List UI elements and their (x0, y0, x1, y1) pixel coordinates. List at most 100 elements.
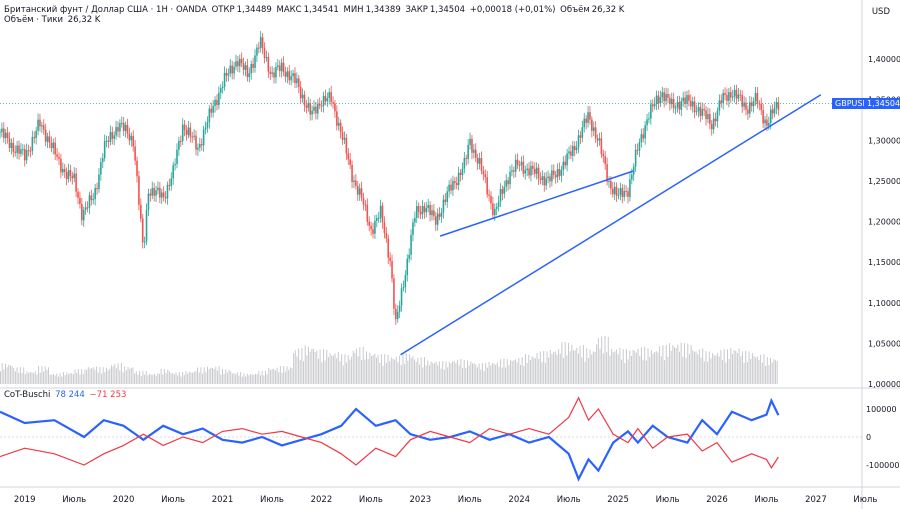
candle-body (431, 210, 433, 216)
volume-bar (604, 336, 606, 384)
candle-body (151, 188, 154, 196)
time-tick-label: 2024 (508, 495, 530, 505)
candle-body (206, 122, 209, 128)
candle-body (396, 311, 399, 320)
candle-body (100, 162, 102, 175)
volume-bar (367, 358, 369, 384)
candle-body (724, 92, 726, 96)
time-tick-label: Июль (754, 495, 778, 505)
volume-bar (296, 356, 298, 384)
volume-bar (597, 338, 599, 384)
volume-bar (634, 351, 636, 384)
volume-bar (284, 371, 286, 384)
candle-body (602, 153, 605, 157)
candle-body (701, 108, 704, 116)
volume-bar (56, 373, 58, 384)
volume-bar (533, 357, 535, 384)
volume-bar (142, 370, 144, 384)
candle-body (492, 203, 494, 216)
volume-bar (503, 358, 505, 384)
open-label: ОТКР (211, 5, 235, 15)
volume-bar (124, 366, 126, 384)
candle-body (524, 170, 527, 174)
volume-bar (303, 361, 305, 384)
volume-bar (269, 369, 271, 384)
candle-body (526, 168, 528, 171)
volume-bar (592, 351, 594, 384)
candle-body (511, 170, 513, 172)
candle-body (42, 125, 45, 130)
volume-bar (674, 347, 676, 384)
candle-body (111, 132, 114, 139)
volume-bar (256, 374, 258, 384)
volume-bar (341, 354, 343, 384)
candle-body (267, 57, 270, 72)
candle-body (419, 211, 422, 215)
candle-body (530, 165, 532, 176)
volume-bar (740, 356, 742, 384)
volume-bar (758, 360, 760, 384)
candle-body (275, 67, 277, 78)
volume-bar (680, 342, 682, 384)
volume-bar (518, 357, 520, 384)
volume-bar (76, 373, 78, 384)
candle-body (292, 73, 294, 77)
volume-bar (385, 362, 387, 384)
volume-bar (33, 373, 35, 384)
candle-body (621, 188, 624, 197)
volume-bar (581, 357, 583, 384)
candle-body (120, 122, 123, 124)
candle-body (455, 182, 458, 186)
candle-body (305, 105, 308, 108)
candle-body (101, 158, 104, 163)
volume-bar (248, 375, 250, 384)
volume-bar (127, 366, 129, 384)
volume-bar (591, 354, 593, 384)
volume-bar (500, 359, 502, 384)
candle-body (326, 98, 329, 102)
candle-body (766, 119, 768, 126)
candle-body (606, 164, 608, 182)
volume-bar (266, 374, 268, 384)
candle-body (393, 278, 395, 309)
candle-body (277, 65, 279, 68)
price-tick-label: 1,30000 (868, 136, 900, 145)
volume-bar (188, 371, 190, 384)
candle-body (543, 176, 546, 186)
volume-bar (405, 353, 407, 384)
candle-body (162, 192, 165, 197)
candle-body (497, 201, 500, 208)
candle-body (480, 158, 483, 171)
candle-body (166, 184, 169, 199)
volume-bar (677, 344, 679, 384)
volume-bar (251, 374, 253, 384)
candle-body (549, 176, 551, 182)
volume-bar (125, 370, 127, 384)
candle-body (522, 161, 525, 174)
candle-body (341, 132, 344, 140)
candle-body (452, 181, 454, 191)
volume-bar (372, 354, 374, 384)
volume-bar (727, 349, 729, 384)
volume-bar (38, 366, 40, 384)
volume-bar (478, 363, 480, 384)
candle-body (1, 128, 3, 133)
symbol-title: Британский фунт / Доллар США · 1Н · OAND… (4, 5, 207, 15)
volume-bar (264, 370, 266, 384)
volume-bar (733, 350, 735, 384)
candle-body (682, 97, 684, 102)
volume-bar (334, 353, 336, 384)
candle-body (303, 94, 306, 106)
candle-body (242, 63, 245, 70)
volume-bar (645, 360, 647, 384)
volume-bar (197, 367, 199, 384)
time-tick-label: 2021 (212, 495, 234, 505)
candle-body (667, 93, 669, 98)
candle-body (503, 186, 506, 194)
volume-bar (760, 354, 762, 384)
currency-label[interactable]: USD (871, 7, 890, 17)
volume-bar (516, 362, 518, 384)
price-tick-label: 1,40000 (868, 55, 900, 64)
candle-body (258, 47, 260, 49)
